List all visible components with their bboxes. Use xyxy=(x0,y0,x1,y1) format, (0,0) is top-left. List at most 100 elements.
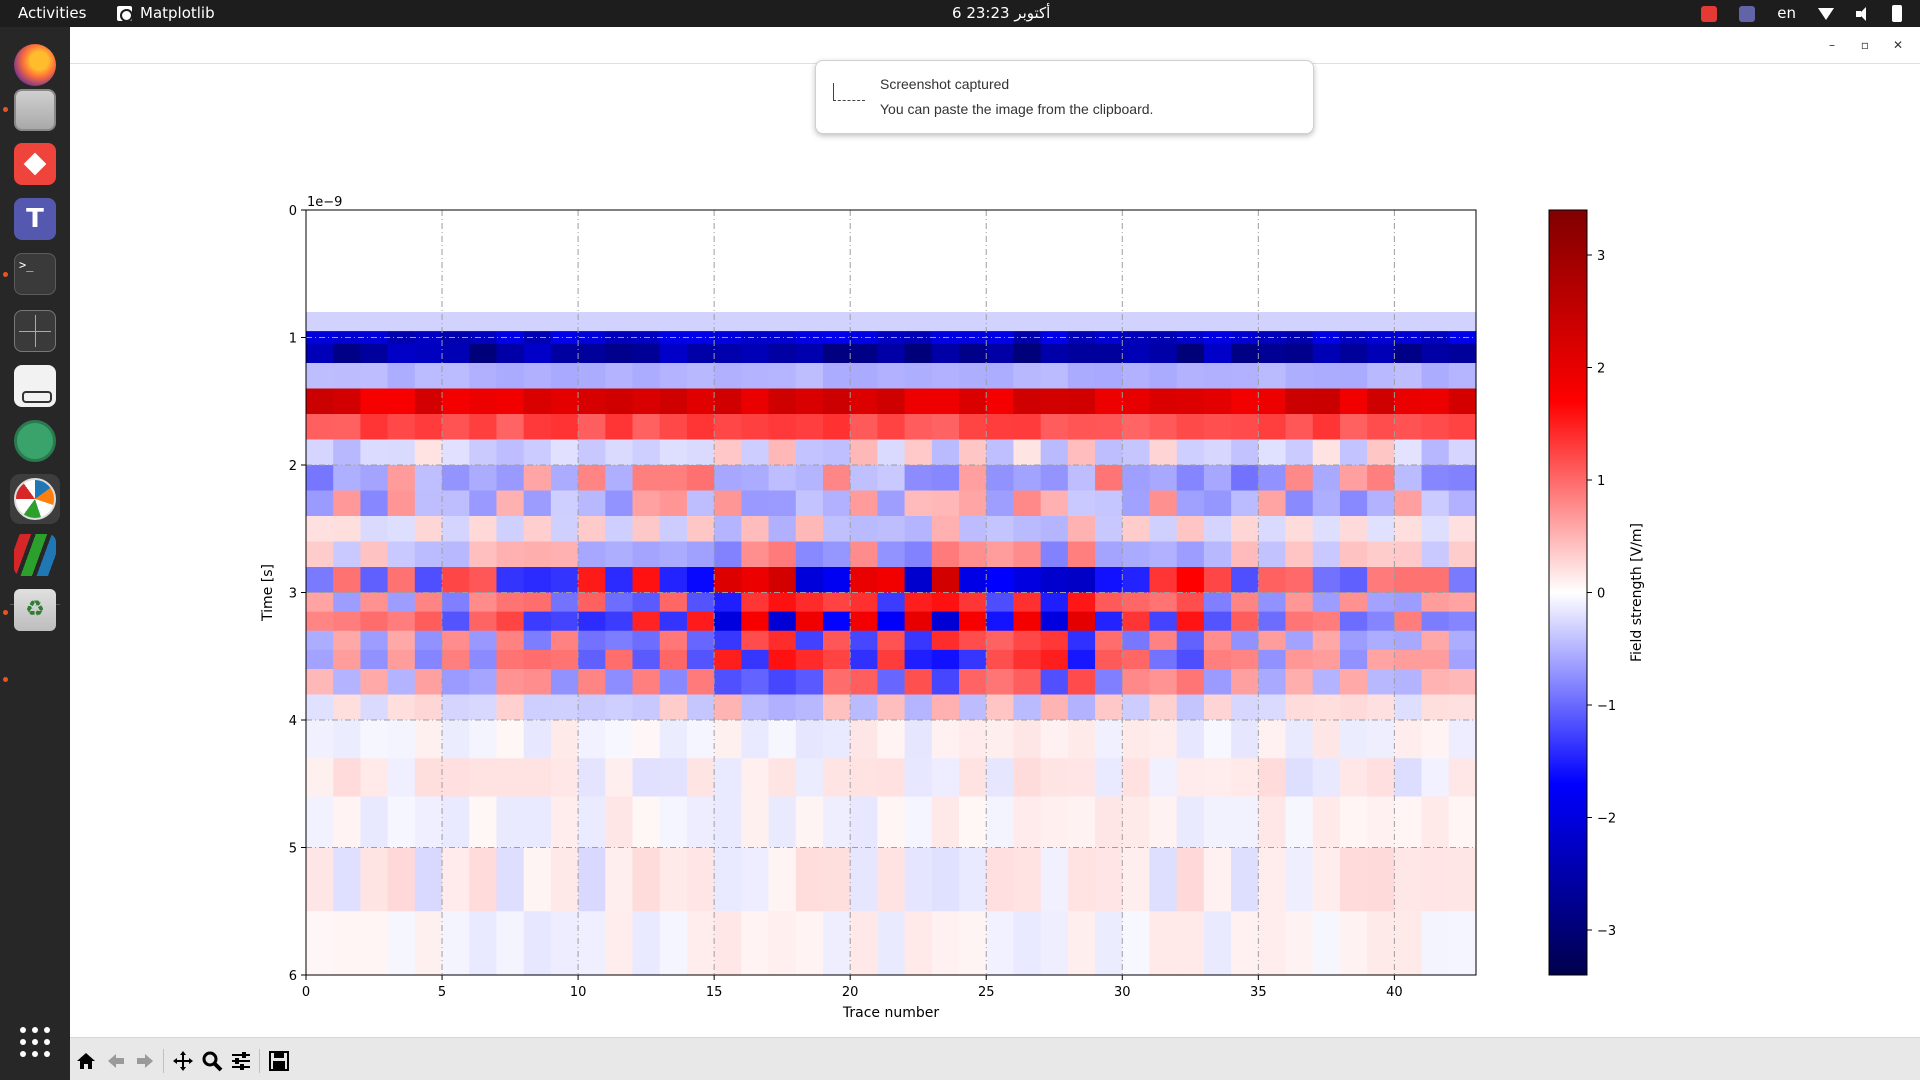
forward-icon[interactable] xyxy=(133,1049,157,1073)
heatmap-cell xyxy=(632,694,661,721)
heatmap-cell xyxy=(1203,796,1232,849)
heatmap-cell xyxy=(1367,363,1395,390)
heatmap-cell xyxy=(1367,911,1395,976)
heatmap-cell xyxy=(469,611,498,632)
dock-item-files[interactable] xyxy=(10,85,60,135)
pan-icon[interactable] xyxy=(171,1049,195,1073)
heatmap-cell xyxy=(931,567,960,594)
show-applications-icon[interactable] xyxy=(20,1027,50,1057)
heatmap-cell xyxy=(1122,516,1151,543)
heatmap-cell xyxy=(1013,649,1042,670)
screenshot-notification[interactable]: Screenshot captured You can paste the im… xyxy=(815,60,1314,134)
heatmap-cell xyxy=(1312,465,1341,492)
top-bar: Activities Matplotlib 6 أكتوبر 23:23 en xyxy=(0,0,1920,27)
back-icon[interactable] xyxy=(104,1049,128,1073)
heatmap-cell xyxy=(1067,796,1096,849)
heatmap-cell xyxy=(1095,414,1123,441)
heatmap-cell xyxy=(469,847,498,912)
zoom-icon[interactable] xyxy=(200,1049,224,1073)
x-tick-label: 40 xyxy=(1386,985,1403,1000)
heatmap-cell xyxy=(931,630,960,651)
heatmap-cell xyxy=(496,694,525,721)
heatmap-cell xyxy=(959,847,987,912)
heatmap-cell xyxy=(469,592,498,613)
heatmap-cell xyxy=(333,669,362,696)
heatmap-cell xyxy=(877,720,906,759)
minimize-button[interactable]: – xyxy=(1829,38,1835,52)
language-indicator[interactable]: en xyxy=(1777,4,1796,22)
heatmap-cell xyxy=(659,516,688,543)
heatmap-cell xyxy=(1312,541,1341,568)
heatmap-cell xyxy=(1448,273,1477,313)
heatmap-cell xyxy=(768,465,797,492)
dock-item-firefox[interactable] xyxy=(10,40,60,90)
heatmap-cell xyxy=(659,273,688,313)
heatmap-cell xyxy=(1394,649,1423,670)
activities-button[interactable]: Activities xyxy=(18,4,87,22)
heatmap-cell xyxy=(1013,516,1042,543)
heatmap-cell xyxy=(1203,388,1232,415)
heatmap-cell xyxy=(442,312,470,332)
dock-item-trash[interactable]: ♻ xyxy=(10,585,60,635)
close-button[interactable]: ✕ xyxy=(1892,38,1904,52)
heatmap-cell xyxy=(360,439,389,466)
heatmap-cell xyxy=(714,312,742,332)
heatmap-cell xyxy=(1149,720,1178,759)
heatmap-cell xyxy=(1285,490,1314,517)
heatmap-cell xyxy=(959,758,987,798)
dock-item-paraview[interactable] xyxy=(10,530,60,580)
heatmap-cell xyxy=(1421,592,1450,613)
heatmap-cell xyxy=(605,796,634,849)
heatmap-cell xyxy=(306,439,334,466)
configure-subplots-icon[interactable] xyxy=(229,1049,253,1073)
heatmap-cell xyxy=(442,331,470,345)
heatmap-cell xyxy=(1122,669,1151,696)
battery-icon[interactable] xyxy=(1892,5,1902,22)
heatmap-cell xyxy=(442,273,470,313)
heatmap-cell xyxy=(1448,388,1477,415)
heatmap-cell xyxy=(822,516,851,543)
dock-item-anydesk[interactable] xyxy=(10,139,60,189)
heatmap-cell xyxy=(1339,210,1368,275)
x-tick-label: 0 xyxy=(302,985,310,1000)
teams-tray-icon[interactable] xyxy=(1739,5,1756,22)
heatmap-cell xyxy=(605,490,634,517)
wifi-icon[interactable] xyxy=(1818,7,1834,20)
heatmap-cell xyxy=(850,694,878,721)
heatmap-cell xyxy=(1339,439,1368,466)
heatmap-cell xyxy=(1231,516,1259,543)
heatmap-cell xyxy=(931,312,960,332)
volume-icon[interactable] xyxy=(1856,6,1870,21)
dock-item-matplotlib[interactable] xyxy=(10,474,60,524)
dock-item-atom[interactable] xyxy=(10,416,60,466)
heatmap-cell xyxy=(442,516,470,543)
anydesk-tray-icon[interactable] xyxy=(1701,5,1718,22)
heatmap-cell xyxy=(1367,343,1395,364)
heatmap-cell xyxy=(1095,796,1123,849)
toolbar-separator xyxy=(163,1049,164,1073)
app-menu[interactable]: Matplotlib xyxy=(117,0,215,27)
system-tray[interactable]: en xyxy=(1701,0,1920,27)
colorbar-tick-label: 1 xyxy=(1597,474,1605,489)
heatmap-cell xyxy=(1339,388,1368,415)
save-icon[interactable] xyxy=(267,1049,291,1073)
heatmap-cell xyxy=(360,611,389,632)
home-icon[interactable] xyxy=(74,1049,98,1073)
dock-item-teams[interactable]: T xyxy=(10,194,60,244)
dock-item-reader[interactable] xyxy=(10,361,60,411)
heatmap-cell xyxy=(1040,439,1069,466)
heatmap-cell xyxy=(387,911,416,976)
heatmap-cell xyxy=(1312,669,1341,696)
clock[interactable]: 6 أكتوبر 23:23 xyxy=(952,4,1051,22)
heatmap-cell xyxy=(306,273,334,313)
heatmap-cell xyxy=(1122,649,1151,670)
dock-item-terminal[interactable]: >_ xyxy=(10,249,60,299)
dock-item-terminator[interactable] xyxy=(10,306,60,356)
maximize-button[interactable]: ▫ xyxy=(1860,38,1870,52)
figure-canvas[interactable]: 0 5 10 15 20 25 30 35 40 0 1 2 3 4 5 6 1e−9 Trace numbe… xyxy=(70,65,1920,1037)
heatmap-cell xyxy=(1067,210,1096,275)
window-titlebar[interactable]: – ▫ ✕ xyxy=(70,27,1920,64)
heatmap-cell xyxy=(306,465,334,492)
heatmap-cell xyxy=(1203,516,1232,543)
